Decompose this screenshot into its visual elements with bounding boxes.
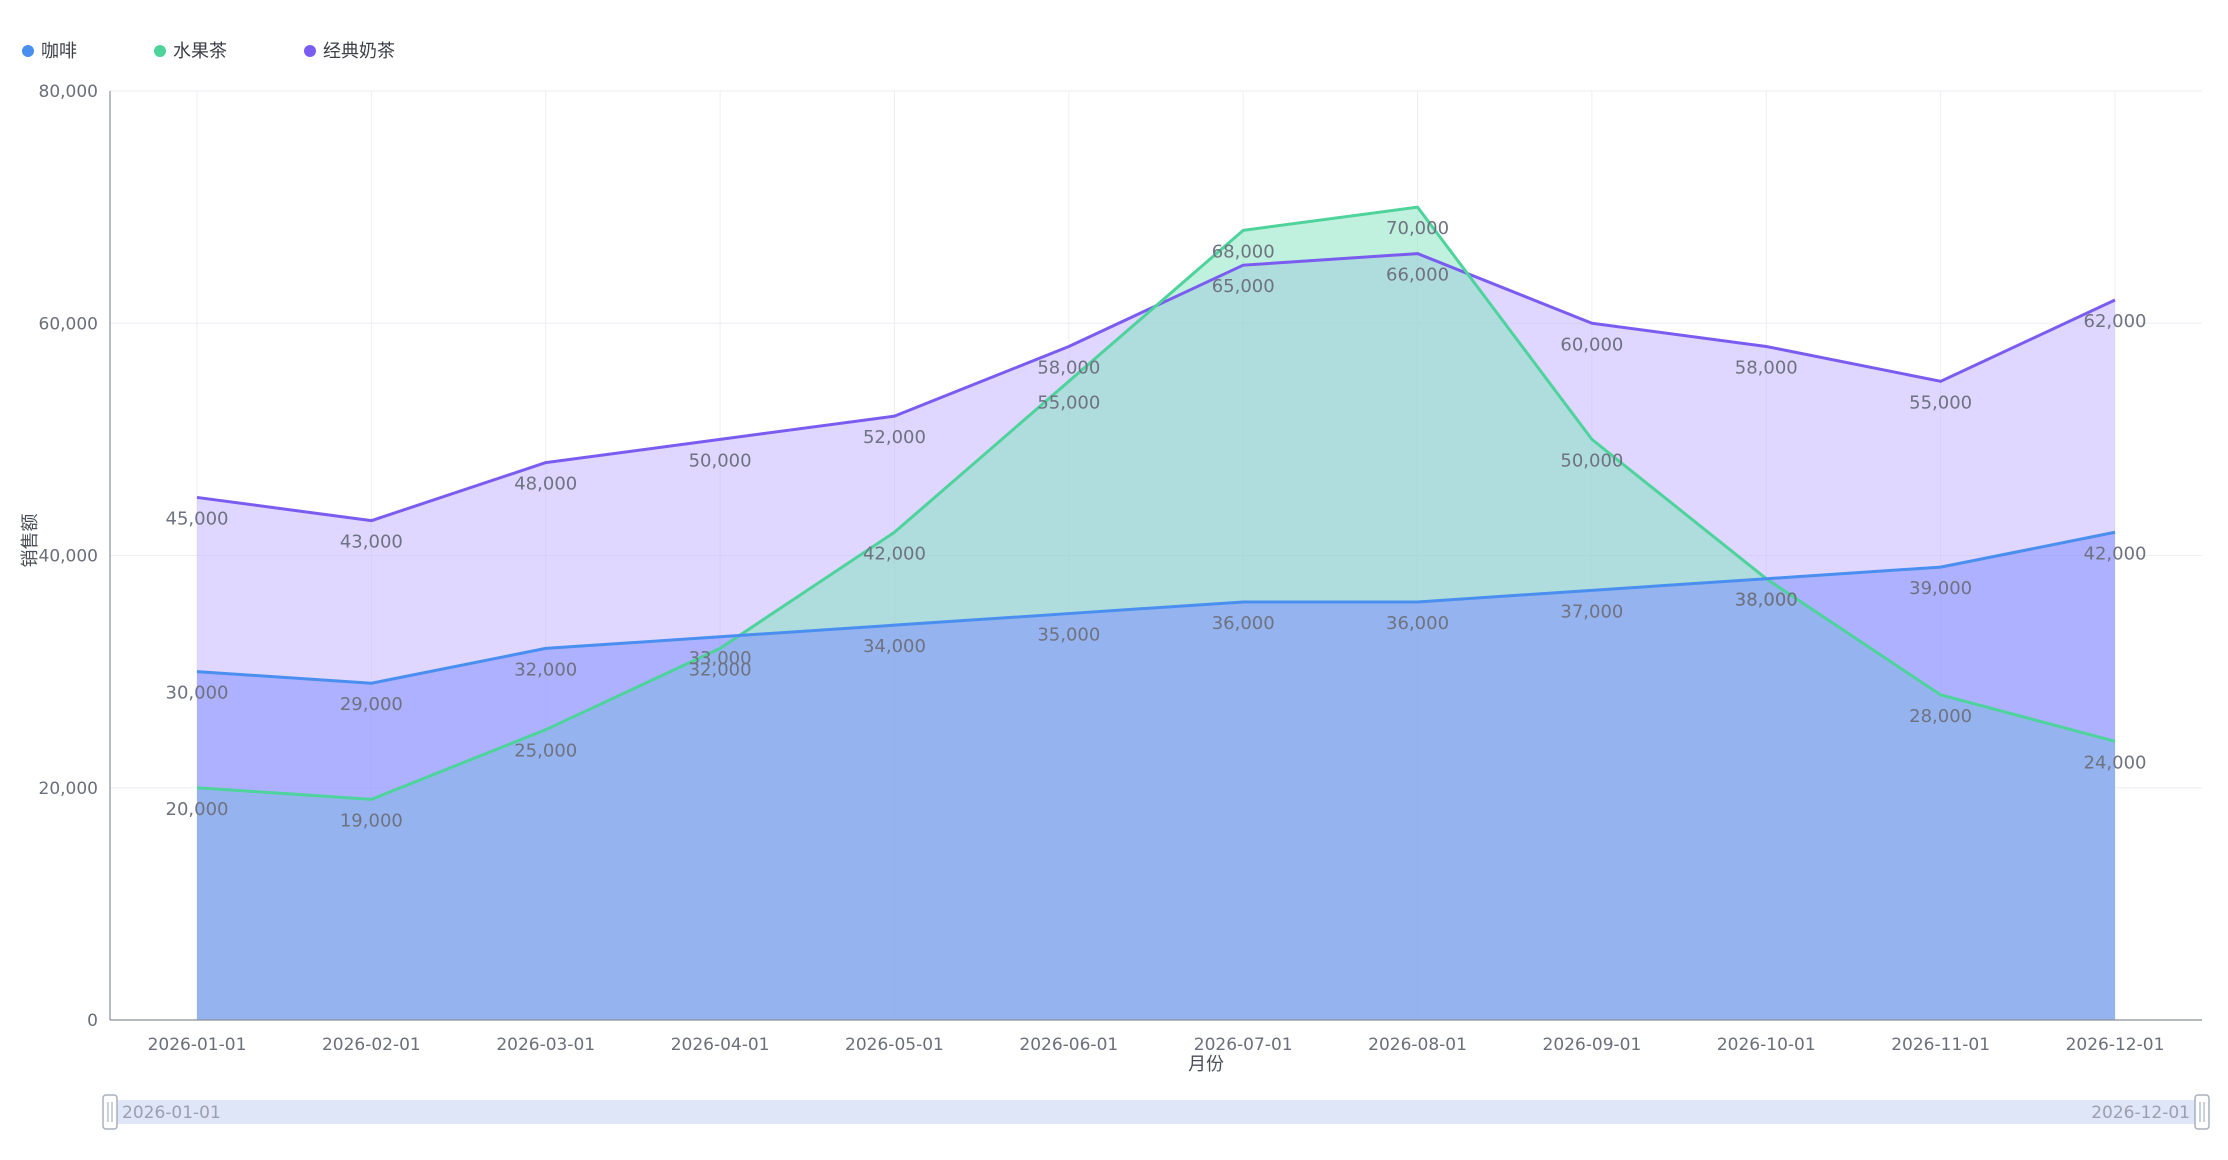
slider-handle-start[interactable] xyxy=(102,1094,118,1130)
data-label-series-1: 24,000 xyxy=(2084,752,2147,773)
legend-item-0[interactable]: 咖啡 xyxy=(22,41,77,62)
data-label-series-0: 32,000 xyxy=(514,659,577,680)
data-label-series-2: 43,000 xyxy=(340,532,403,553)
data-label-series-0: 42,000 xyxy=(2084,543,2147,564)
drag-handle-icon[interactable] xyxy=(2194,1094,2210,1130)
legend-marker-icon xyxy=(304,45,316,57)
data-label-series-2: 60,000 xyxy=(1560,334,1623,355)
y-tick-label: 40,000 xyxy=(39,547,98,567)
data-label-series-0: 37,000 xyxy=(1560,601,1623,622)
data-label-series-2: 48,000 xyxy=(514,474,577,495)
y-tick-label: 80,000 xyxy=(39,82,98,102)
y-tick-label: 60,000 xyxy=(39,314,98,334)
line-series-0 xyxy=(196,530,2116,685)
data-label-series-1: 55,000 xyxy=(1037,392,1100,413)
data-label-series-0: 36,000 xyxy=(1386,613,1449,634)
legend-label: 咖啡 xyxy=(41,41,77,62)
legend-label: 水果茶 xyxy=(173,41,227,62)
data-label-series-2: 66,000 xyxy=(1386,265,1449,286)
area-series-0 xyxy=(197,532,2115,1020)
x-tick-label: 2026-08-01 xyxy=(1368,1035,1467,1055)
slider-start-label: 2026-01-01 xyxy=(122,1103,221,1123)
x-tick-label: 2026-02-01 xyxy=(322,1035,421,1055)
data-label-series-1: 20,000 xyxy=(166,799,229,820)
data-label-series-1: 28,000 xyxy=(1909,706,1972,727)
x-tick-label: 2026-12-01 xyxy=(2066,1035,2165,1055)
data-label-series-2: 50,000 xyxy=(689,450,752,471)
data-label-series-1: 50,000 xyxy=(1560,450,1623,471)
data-label-series-1: 32,000 xyxy=(689,659,752,680)
data-label-series-1: 38,000 xyxy=(1735,590,1798,611)
legend-item-2[interactable]: 经典奶茶 xyxy=(304,41,395,62)
data-label-series-0: 34,000 xyxy=(863,636,926,657)
legend-item-1[interactable]: 水果茶 xyxy=(154,41,227,62)
data-label-series-0: 38,000 xyxy=(1735,590,1798,611)
axis-layer: 0 20,000 40,000 60,000 80,000 2026-01-01 2026-… xyxy=(20,82,2202,1075)
x-tick-label: 2026-11-01 xyxy=(1891,1035,1990,1055)
legend-label: 经典奶茶 xyxy=(323,41,395,62)
data-label-series-2: 58,000 xyxy=(1037,357,1100,378)
data-label-series-0: 39,000 xyxy=(1909,578,1972,599)
drag-handle-icon[interactable] xyxy=(102,1094,118,1130)
x-tick-label: 2026-04-01 xyxy=(671,1035,770,1055)
slider-end-label: 2026-12-01 xyxy=(2091,1103,2190,1123)
data-label-series-0: 33,000 xyxy=(689,648,752,669)
legend: 咖啡 水果茶 经典奶茶 xyxy=(22,41,395,62)
y-tick-label: 0 xyxy=(87,1011,98,1031)
data-label-series-1: 70,000 xyxy=(1386,218,1449,239)
y-axis-title: 销售额 xyxy=(20,514,41,568)
data-label-series-2: 52,000 xyxy=(863,427,926,448)
x-tick-label: 2026-01-01 xyxy=(148,1035,247,1055)
data-label-series-2: 45,000 xyxy=(166,508,229,529)
x-tick-label: 2026-06-01 xyxy=(1019,1035,1118,1055)
x-tick-label: 2026-07-01 xyxy=(1194,1035,1293,1055)
area-layer xyxy=(197,207,2115,1020)
data-zoom-slider[interactable]: 2026-01-01 2026-12-01 xyxy=(102,1094,2210,1130)
data-label-series-2: 58,000 xyxy=(1735,357,1798,378)
line-layer xyxy=(196,205,2116,801)
data-label-series-1: 19,000 xyxy=(340,810,403,831)
x-tick-label: 2026-03-01 xyxy=(496,1035,595,1055)
x-tick-label: 2026-05-01 xyxy=(845,1035,944,1055)
data-label-series-2: 55,000 xyxy=(1909,392,1972,413)
slider-track[interactable] xyxy=(110,1100,2202,1124)
data-label-series-1: 42,000 xyxy=(863,543,926,564)
data-label-series-1: 25,000 xyxy=(514,741,577,762)
slider-handle-end[interactable] xyxy=(2194,1094,2210,1130)
x-tick-label: 2026-10-01 xyxy=(1717,1035,1816,1055)
data-label-series-0: 29,000 xyxy=(340,694,403,715)
y-tick-label: 20,000 xyxy=(39,779,98,799)
data-label-series-0: 30,000 xyxy=(166,683,229,704)
data-label-series-1: 68,000 xyxy=(1212,241,1275,262)
legend-marker-icon xyxy=(22,45,34,57)
data-label-series-2: 65,000 xyxy=(1212,276,1275,297)
data-label-layer: 30,00029,00032,00033,00034,00035,00036,0… xyxy=(166,218,2147,831)
line-series-1 xyxy=(196,205,2116,801)
legend-marker-icon xyxy=(154,45,166,57)
x-tick-label: 2026-09-01 xyxy=(1543,1035,1642,1055)
x-axis-title: 月份 xyxy=(1188,1054,1224,1075)
data-label-series-0: 35,000 xyxy=(1037,625,1100,646)
data-label-series-2: 62,000 xyxy=(2084,311,2147,332)
data-label-series-0: 36,000 xyxy=(1212,613,1275,634)
